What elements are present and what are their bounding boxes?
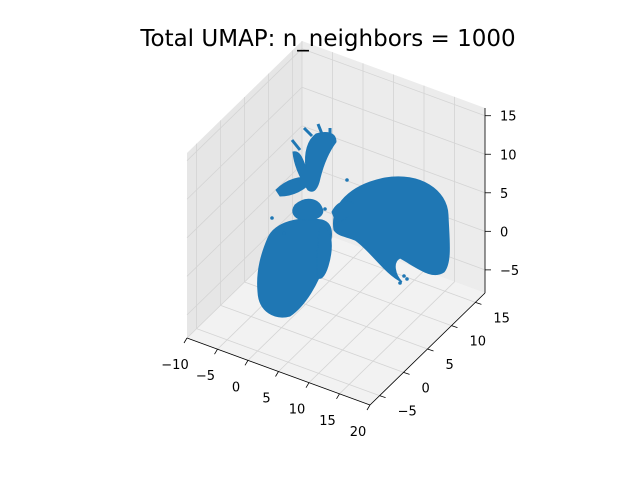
point-cluster-right <box>333 176 450 283</box>
grid-z-left <box>186 125 303 239</box>
point-fan <box>292 132 337 192</box>
x-tick-label: 5 <box>262 392 270 407</box>
grid-z-left <box>186 164 303 277</box>
scatter-point <box>398 281 402 285</box>
x-tick-mark <box>214 348 218 355</box>
point-cluster-center <box>292 198 324 221</box>
scatter-point <box>405 277 409 281</box>
grid-z-back <box>301 48 486 117</box>
tick-labels: −10 −5 0 5 10 15 20 −5 0 5 10 15 −5 0 5 10 15 <box>161 110 519 440</box>
y-tick-mark <box>427 348 434 352</box>
scatter-point <box>402 274 406 278</box>
scatter-point <box>282 231 286 235</box>
x-tick-mark <box>305 382 310 388</box>
z-tick-label: 10 <box>500 148 517 163</box>
x-tick-mark <box>183 337 188 344</box>
grid-y-floor <box>220 304 404 373</box>
grid-z-left <box>186 202 303 316</box>
y-tick-mark <box>379 395 386 399</box>
chart-title: Total UMAP: n_neighbors = 1000 <box>140 26 516 52</box>
y-tick-label: 0 <box>422 381 430 396</box>
point-bridge <box>331 200 357 223</box>
y-tick-label: 5 <box>446 358 454 373</box>
y-tick-label: −5 <box>398 405 417 420</box>
y-tick-label: 15 <box>493 311 510 326</box>
x-tick-mark <box>275 371 279 377</box>
y-tick-mark <box>475 301 482 305</box>
x-tick-mark <box>336 393 340 400</box>
x-tick-mark <box>244 360 249 366</box>
x-tick-label: 10 <box>289 403 306 418</box>
x-tick-label: −10 <box>161 358 188 373</box>
point-fan-strand <box>290 139 302 151</box>
z-tick-label: 5 <box>500 187 508 202</box>
z-tick-label: 0 <box>500 225 508 240</box>
point-fan-strand <box>316 123 324 135</box>
x-tick-label: 20 <box>350 425 367 440</box>
y-tick-mark <box>451 325 458 329</box>
grid-z-left <box>186 86 303 200</box>
scatter-point <box>345 178 349 182</box>
grid-z-back <box>301 86 486 155</box>
x-tick-mark <box>366 404 371 411</box>
x-tick-label: −5 <box>196 369 215 384</box>
x-tick-label: 15 <box>319 414 336 429</box>
point-fan-strand <box>302 126 314 138</box>
point-strand <box>316 227 332 279</box>
y-tick-mark <box>403 371 410 375</box>
x-tick-label: 0 <box>232 380 240 395</box>
y-tick-label: 10 <box>469 335 486 350</box>
z-tick-label: 15 <box>500 110 517 125</box>
grid-y-floor <box>196 328 380 397</box>
scatter-point <box>323 207 327 211</box>
scatter-points <box>257 123 450 318</box>
grid-z-left <box>186 48 303 161</box>
scatter-point <box>270 216 274 220</box>
z-tick-label: −5 <box>500 264 519 279</box>
